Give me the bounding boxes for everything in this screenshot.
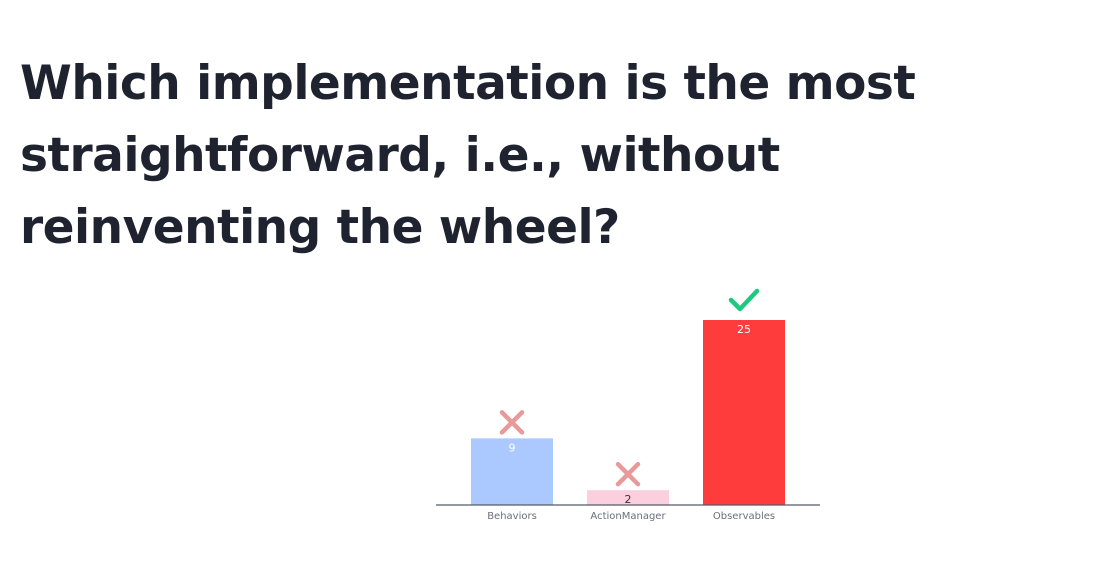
checkmark-icon [728, 288, 760, 312]
bar-actionmanager [587, 490, 669, 505]
value-label: 9 [509, 441, 516, 454]
bar-behaviors [471, 438, 553, 505]
category-label: Observables [713, 511, 775, 522]
question-title: Which implementation is the most straigh… [20, 56, 916, 255]
bar-observables [703, 320, 785, 505]
value-label: 25 [737, 323, 751, 336]
value-label: 2 [625, 493, 632, 506]
cross-icon [615, 461, 641, 487]
cross-icon [499, 410, 525, 435]
category-label: ActionManager [590, 511, 666, 522]
category-label: Behaviors [487, 511, 537, 522]
bars-layer: 9 Behaviors 2 ActionManager 25 Observables [471, 288, 785, 522]
